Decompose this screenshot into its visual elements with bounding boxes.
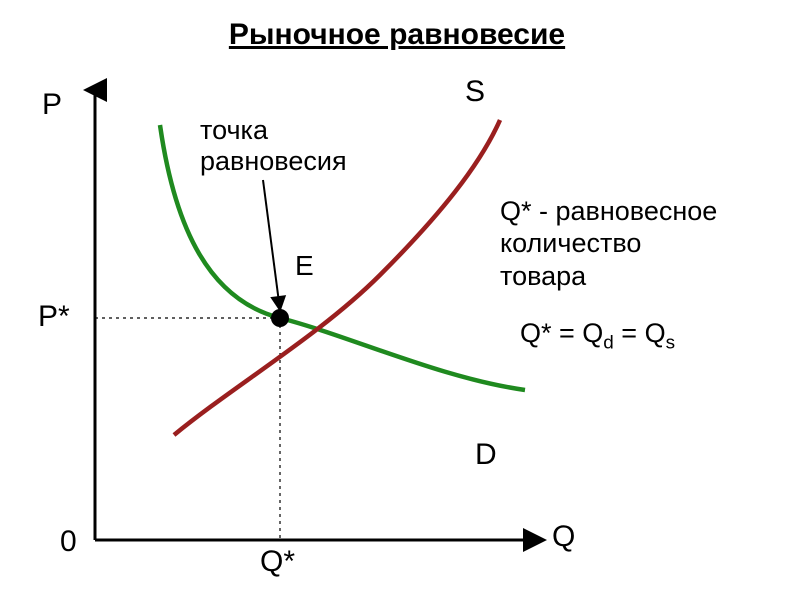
curve-label-s: S xyxy=(465,75,485,109)
axis-label-q-star: Q* xyxy=(260,545,295,579)
axis-label-p-star: P* xyxy=(38,300,70,334)
q-explanation: Q* - равновесное количество товара xyxy=(500,195,717,292)
curve-label-d: D xyxy=(475,438,497,472)
equilibrium-pointer xyxy=(263,180,280,310)
axis-label-q: Q xyxy=(552,520,575,554)
equilibrium-point xyxy=(271,309,289,327)
equilibrium-label: точка равновесия xyxy=(200,115,347,177)
axis-label-zero: 0 xyxy=(60,525,77,559)
equilibrium-chart xyxy=(0,0,794,595)
q-equation: Q* = Qd = Qs xyxy=(520,318,675,354)
point-label-e: E xyxy=(295,250,314,282)
axis-label-p: P xyxy=(42,88,62,122)
